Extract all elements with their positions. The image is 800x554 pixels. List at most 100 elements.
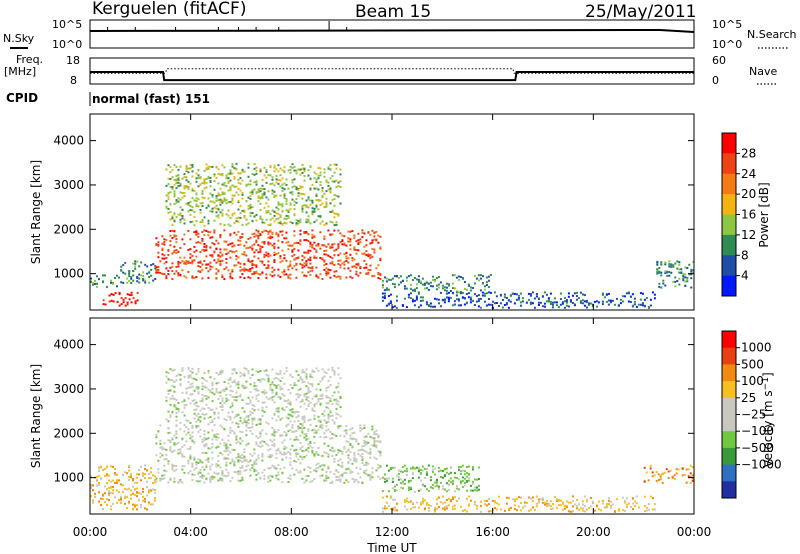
- echo-cell: [339, 434, 342, 437]
- echo-cell: [369, 435, 372, 438]
- echo-cell: [313, 395, 316, 398]
- echo-cell: [227, 457, 230, 460]
- echo-cell: [447, 283, 450, 286]
- echo-cell: [90, 277, 92, 280]
- echo-cell: [429, 302, 432, 305]
- echo-cell: [443, 298, 446, 301]
- echo-cell: [403, 500, 406, 503]
- echo-cell: [291, 444, 294, 447]
- echo-cell: [333, 193, 336, 196]
- echo-cell: [237, 230, 240, 233]
- echo-cell: [690, 286, 693, 289]
- echo-cell: [243, 214, 246, 217]
- echo-cell: [345, 450, 348, 453]
- echo-cell: [331, 198, 334, 201]
- echo-cell: [219, 477, 222, 480]
- echo-cell: [329, 211, 332, 213]
- echo-cell: [315, 244, 318, 247]
- echo-cell: [385, 507, 388, 510]
- echo-cell: [112, 502, 114, 505]
- echo-cell: [189, 445, 192, 448]
- echo-cell: [187, 230, 190, 232]
- echo-cell: [251, 417, 254, 420]
- echo-cell: [277, 478, 280, 481]
- echo-cell: [259, 432, 262, 435]
- echo-cell: [555, 301, 558, 304]
- echo-cell: [299, 187, 302, 189]
- echo-cell: [303, 450, 306, 453]
- echo-cell: [283, 439, 286, 442]
- echo-cell: [307, 403, 310, 406]
- echo-cell: [413, 490, 416, 493]
- echo-cell: [467, 296, 470, 299]
- colorbar-swatch: [722, 153, 736, 175]
- echo-cell: [197, 462, 200, 464]
- echo-cell: [395, 502, 398, 505]
- colorbar-swatch: [722, 275, 736, 297]
- echo-cell: [315, 250, 318, 253]
- echo-cell: [672, 265, 675, 268]
- echo-cell: [307, 429, 310, 432]
- echo-cell: [287, 244, 290, 247]
- echo-cell: [537, 301, 540, 304]
- echo-cell: [459, 465, 462, 468]
- echo-cell: [267, 266, 270, 269]
- echo-cell: [253, 452, 256, 455]
- echo-cell: [447, 473, 450, 475]
- echo-cell: [343, 435, 346, 438]
- echo-cell: [159, 439, 162, 442]
- echo-cell: [421, 484, 424, 487]
- echo-cell: [321, 278, 324, 280]
- echo-cell: [271, 244, 274, 247]
- echo-cell: [229, 224, 232, 227]
- echo-cell: [197, 235, 200, 238]
- echo-cell: [309, 262, 312, 265]
- echo-cell: [365, 464, 368, 467]
- echo-cell: [221, 209, 224, 212]
- echo-cell: [323, 436, 326, 439]
- echo-cell: [477, 298, 480, 301]
- echo-cell: [269, 455, 272, 458]
- echo-cell: [301, 259, 304, 262]
- echo-cell: [307, 198, 310, 201]
- echo-cell: [245, 254, 248, 257]
- echo-cell: [333, 264, 336, 266]
- echo-cell: [265, 229, 268, 232]
- echo-cell: [171, 168, 174, 171]
- echo-cell: [175, 374, 178, 377]
- echo-cell: [315, 219, 318, 222]
- echo-cell: [471, 466, 474, 469]
- echo-cell: [375, 440, 378, 443]
- echo-cell: [293, 382, 296, 384]
- echo-cell: [116, 489, 118, 492]
- echo-cell: [329, 168, 332, 171]
- echo-cell: [128, 279, 131, 282]
- echo-cell: [371, 476, 374, 479]
- echo-cell: [493, 302, 496, 305]
- echo-cell: [325, 389, 328, 392]
- echo-cell: [391, 477, 394, 480]
- echo-cell: [421, 469, 424, 472]
- colorbar-tick-label: 100: [741, 374, 764, 388]
- echo-cell: [569, 300, 572, 303]
- echo-cell: [339, 458, 342, 461]
- echo-cell: [229, 385, 232, 388]
- echo-cell: [427, 489, 430, 492]
- echo-cell: [132, 262, 135, 265]
- echo-cell: [243, 420, 246, 422]
- echo-cell: [647, 305, 650, 308]
- echo-cell: [263, 264, 266, 266]
- echo-cell: [373, 439, 376, 442]
- echo-cell: [275, 168, 278, 171]
- echo-cell: [377, 264, 380, 267]
- echo-cell: [195, 200, 198, 202]
- echo-cell: [347, 467, 350, 470]
- echo-cell: [255, 169, 258, 172]
- echo-cell: [621, 509, 624, 512]
- echo-cell: [375, 433, 378, 436]
- echo-cell: [664, 261, 667, 264]
- echo-cell: [301, 427, 304, 430]
- echo-cell: [325, 222, 328, 225]
- echo-cell: [369, 450, 372, 453]
- echo-cell: [441, 299, 444, 302]
